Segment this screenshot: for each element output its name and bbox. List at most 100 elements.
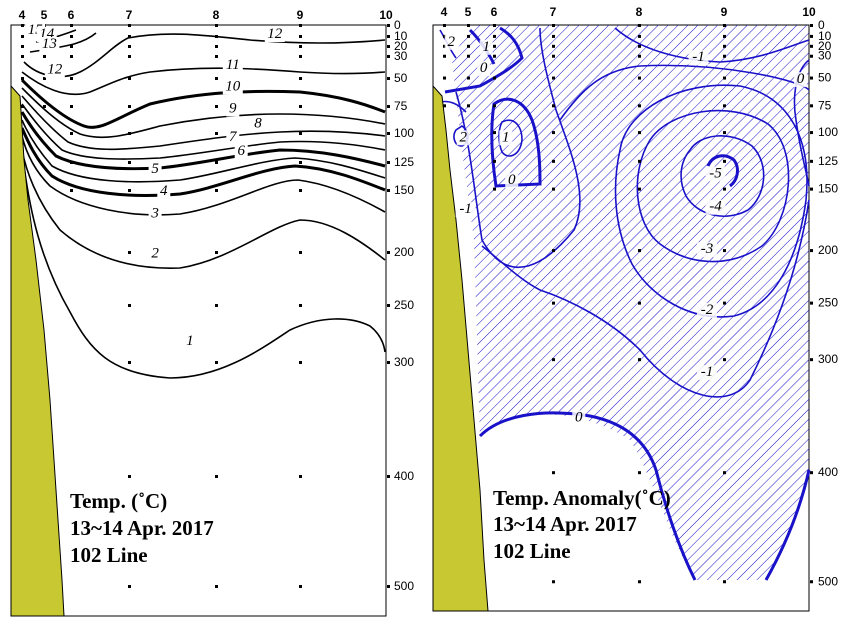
temperature-sample-point (215, 35, 218, 38)
anomaly-sample-point (638, 249, 641, 252)
anomaly-depth-tick (810, 35, 813, 38)
temperature-depth-label: 200 (394, 245, 414, 259)
anomaly-sample-point (723, 131, 726, 134)
anomaly-sample-point (723, 249, 726, 252)
anomaly-sample-point (493, 160, 496, 163)
temperature-sample-point (128, 304, 131, 307)
temperature-sample-point (21, 45, 24, 48)
temperature-depth-tick (387, 361, 390, 364)
anomaly-sample-point (552, 35, 555, 38)
anomaly-depth-tick (810, 580, 813, 583)
temperature-sample-point (128, 105, 131, 108)
temperature-contour-label: 12 (267, 26, 283, 42)
anomaly-contour-label: 2 (459, 129, 467, 145)
temperature-depth-tick (387, 161, 390, 164)
anomaly-depth-label: 75 (818, 98, 832, 112)
anomaly-sample-point (552, 249, 555, 252)
anomaly-sample-point (552, 160, 555, 163)
anomaly-contour-label: -1 (701, 364, 714, 380)
anomaly-sample-point (638, 104, 641, 107)
anomaly-sample-point (723, 24, 726, 27)
anomaly-sample-point (467, 77, 470, 80)
anomaly-depth-tick (810, 302, 813, 305)
temperature-depth-tick (387, 105, 390, 108)
temperature-depth-tick (387, 24, 390, 27)
temperature-sample-point (299, 475, 302, 478)
temperature-date: 13~14 Apr. 2017 (70, 516, 214, 540)
temperature-sample-point (128, 45, 131, 48)
temperature-sample-point (299, 361, 302, 364)
anomaly-sample-point (638, 160, 641, 163)
temperature-sample-point (70, 35, 73, 38)
anomaly-depth-label: 30 (818, 49, 832, 63)
temperature-sample-point (128, 585, 131, 588)
temperature-depth-label: 150 (394, 183, 414, 197)
anomaly-sample-point (443, 77, 446, 80)
temperature-depth-tick (387, 475, 390, 478)
anomaly-sample-point (638, 45, 641, 48)
temperature-station-label: 9 (297, 8, 304, 22)
temperature-sample-point (70, 24, 73, 27)
temperature-sample-point (215, 189, 218, 192)
anomaly-depth-ticks: 01020305075100125150200250300400500 (810, 18, 838, 588)
temperature-depth-tick (387, 189, 390, 192)
temperature-depth-tick (387, 132, 390, 135)
anomaly-sample-point (493, 77, 496, 80)
temperature-sample-point (215, 77, 218, 80)
anomaly-depth-tick (810, 131, 813, 134)
anomaly-sample-point (493, 24, 496, 27)
anomaly-sample-point (723, 302, 726, 305)
temperature-sample-point (215, 105, 218, 108)
temperature-title: Temp. (˚C) (70, 489, 167, 513)
anomaly-date: 13~14 Apr. 2017 (493, 512, 637, 536)
temperature-sample-point (299, 251, 302, 254)
anomaly-sample-point (467, 24, 470, 27)
temperature-sample-point (215, 361, 218, 364)
anomaly-station-label: 4 (441, 5, 448, 19)
temperature-contour-label: 3 (150, 205, 159, 221)
temperature-sample-point (299, 45, 302, 48)
temperature-sample-point (43, 105, 46, 108)
temperature-depth-tick (387, 35, 390, 38)
anomaly-contour-label: -1 (692, 49, 705, 65)
temperature-sample-point (128, 55, 131, 58)
temperature-station-label: 10 (379, 8, 393, 22)
temperature-sample-point (299, 77, 302, 80)
temperature-contour-label: 6 (237, 143, 245, 159)
anomaly-sample-point (723, 188, 726, 191)
temperature-sample-point (215, 475, 218, 478)
temperature-depth-tick (387, 55, 390, 58)
temperature-sample-point (21, 105, 24, 108)
anomaly-contour-label: -2 (701, 302, 714, 318)
anomaly-contour-label: -1 (459, 201, 472, 217)
anomaly-station-label: 6 (491, 5, 498, 19)
temperature-sample-point (299, 132, 302, 135)
anomaly-sample-point (723, 55, 726, 58)
anomaly-sample-point (493, 188, 496, 191)
temperature-sample-point (299, 189, 302, 192)
anomaly-sample-point (493, 55, 496, 58)
anomaly-sample-point (552, 188, 555, 191)
temperature-contour-label: 12 (47, 62, 63, 78)
anomaly-sample-point (552, 580, 555, 583)
temperature-depth-label: 125 (394, 155, 414, 169)
temperature-depth-label: 250 (394, 298, 414, 312)
temperature-sample-point (299, 55, 302, 58)
temperature-sample-point (21, 55, 24, 58)
anomaly-sample-point (638, 188, 641, 191)
anomaly-depth-tick (810, 188, 813, 191)
temperature-depth-tick (387, 77, 390, 80)
anomaly-contour-label: 0 (575, 409, 583, 425)
anomaly-contour-label: 1 (502, 129, 510, 145)
temperature-sample-point (299, 24, 302, 27)
anomaly-sample-point (467, 104, 470, 107)
anomaly-depth-tick (810, 24, 813, 27)
anomaly-depth-label: 500 (818, 574, 838, 588)
anomaly-sample-point (638, 24, 641, 27)
temperature-sample-point (128, 251, 131, 254)
temperature-station-ticks: 4 5 6 7 8 9 10 (19, 8, 393, 22)
anomaly-sample-point (552, 55, 555, 58)
temperature-sample-point (128, 189, 131, 192)
anomaly-sample-point (552, 471, 555, 474)
